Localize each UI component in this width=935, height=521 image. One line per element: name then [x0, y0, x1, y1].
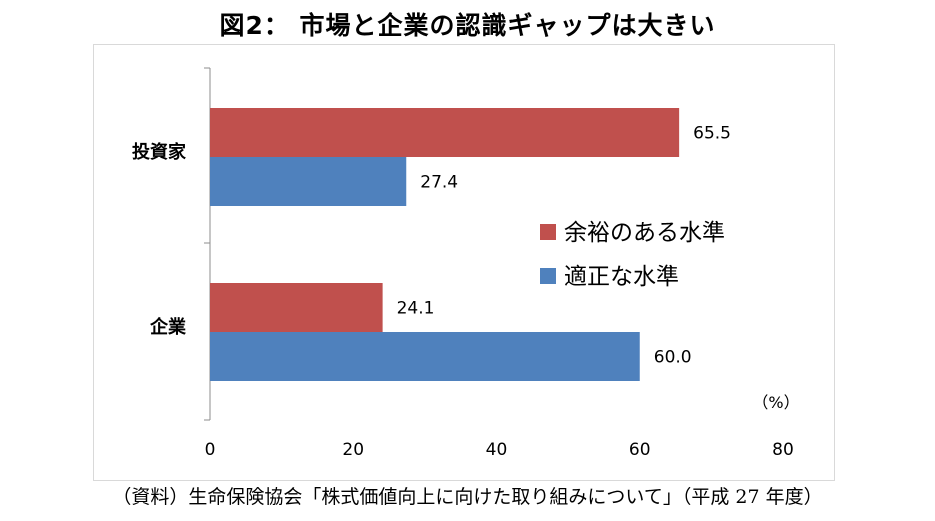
chart-frame — [93, 44, 835, 481]
source-note: （資料）生命保険協会「株式価値向上に向けた取り組みについて」（平成 27 年度） — [112, 486, 823, 508]
chart-title: 図2： 市場と企業の認識ギャップは大きい — [219, 11, 716, 40]
bar — [210, 332, 640, 381]
x-tick-label: 0 — [205, 440, 216, 460]
data-label: 65.5 — [693, 124, 731, 144]
x-tick-label: 40 — [486, 440, 508, 460]
x-tick-label: 80 — [772, 440, 794, 460]
legend-swatch — [540, 268, 556, 284]
unit-label: （%） — [752, 393, 799, 412]
bars — [210, 108, 680, 381]
x-tick-label: 60 — [629, 440, 651, 460]
category-label: 企業 — [149, 316, 187, 338]
data-label: 24.1 — [397, 299, 435, 319]
bar — [210, 283, 383, 332]
legend-label: 余裕のある水準 — [564, 220, 725, 246]
x-tick-label: 20 — [342, 440, 364, 460]
bar — [210, 108, 680, 157]
legend-label: 適正な水準 — [564, 264, 679, 290]
legend-swatch — [540, 224, 556, 240]
bar — [210, 157, 407, 206]
category-label: 投資家 — [132, 141, 187, 163]
data-label: 60.0 — [654, 348, 692, 368]
axes — [204, 67, 211, 421]
data-label: 27.4 — [420, 173, 458, 193]
